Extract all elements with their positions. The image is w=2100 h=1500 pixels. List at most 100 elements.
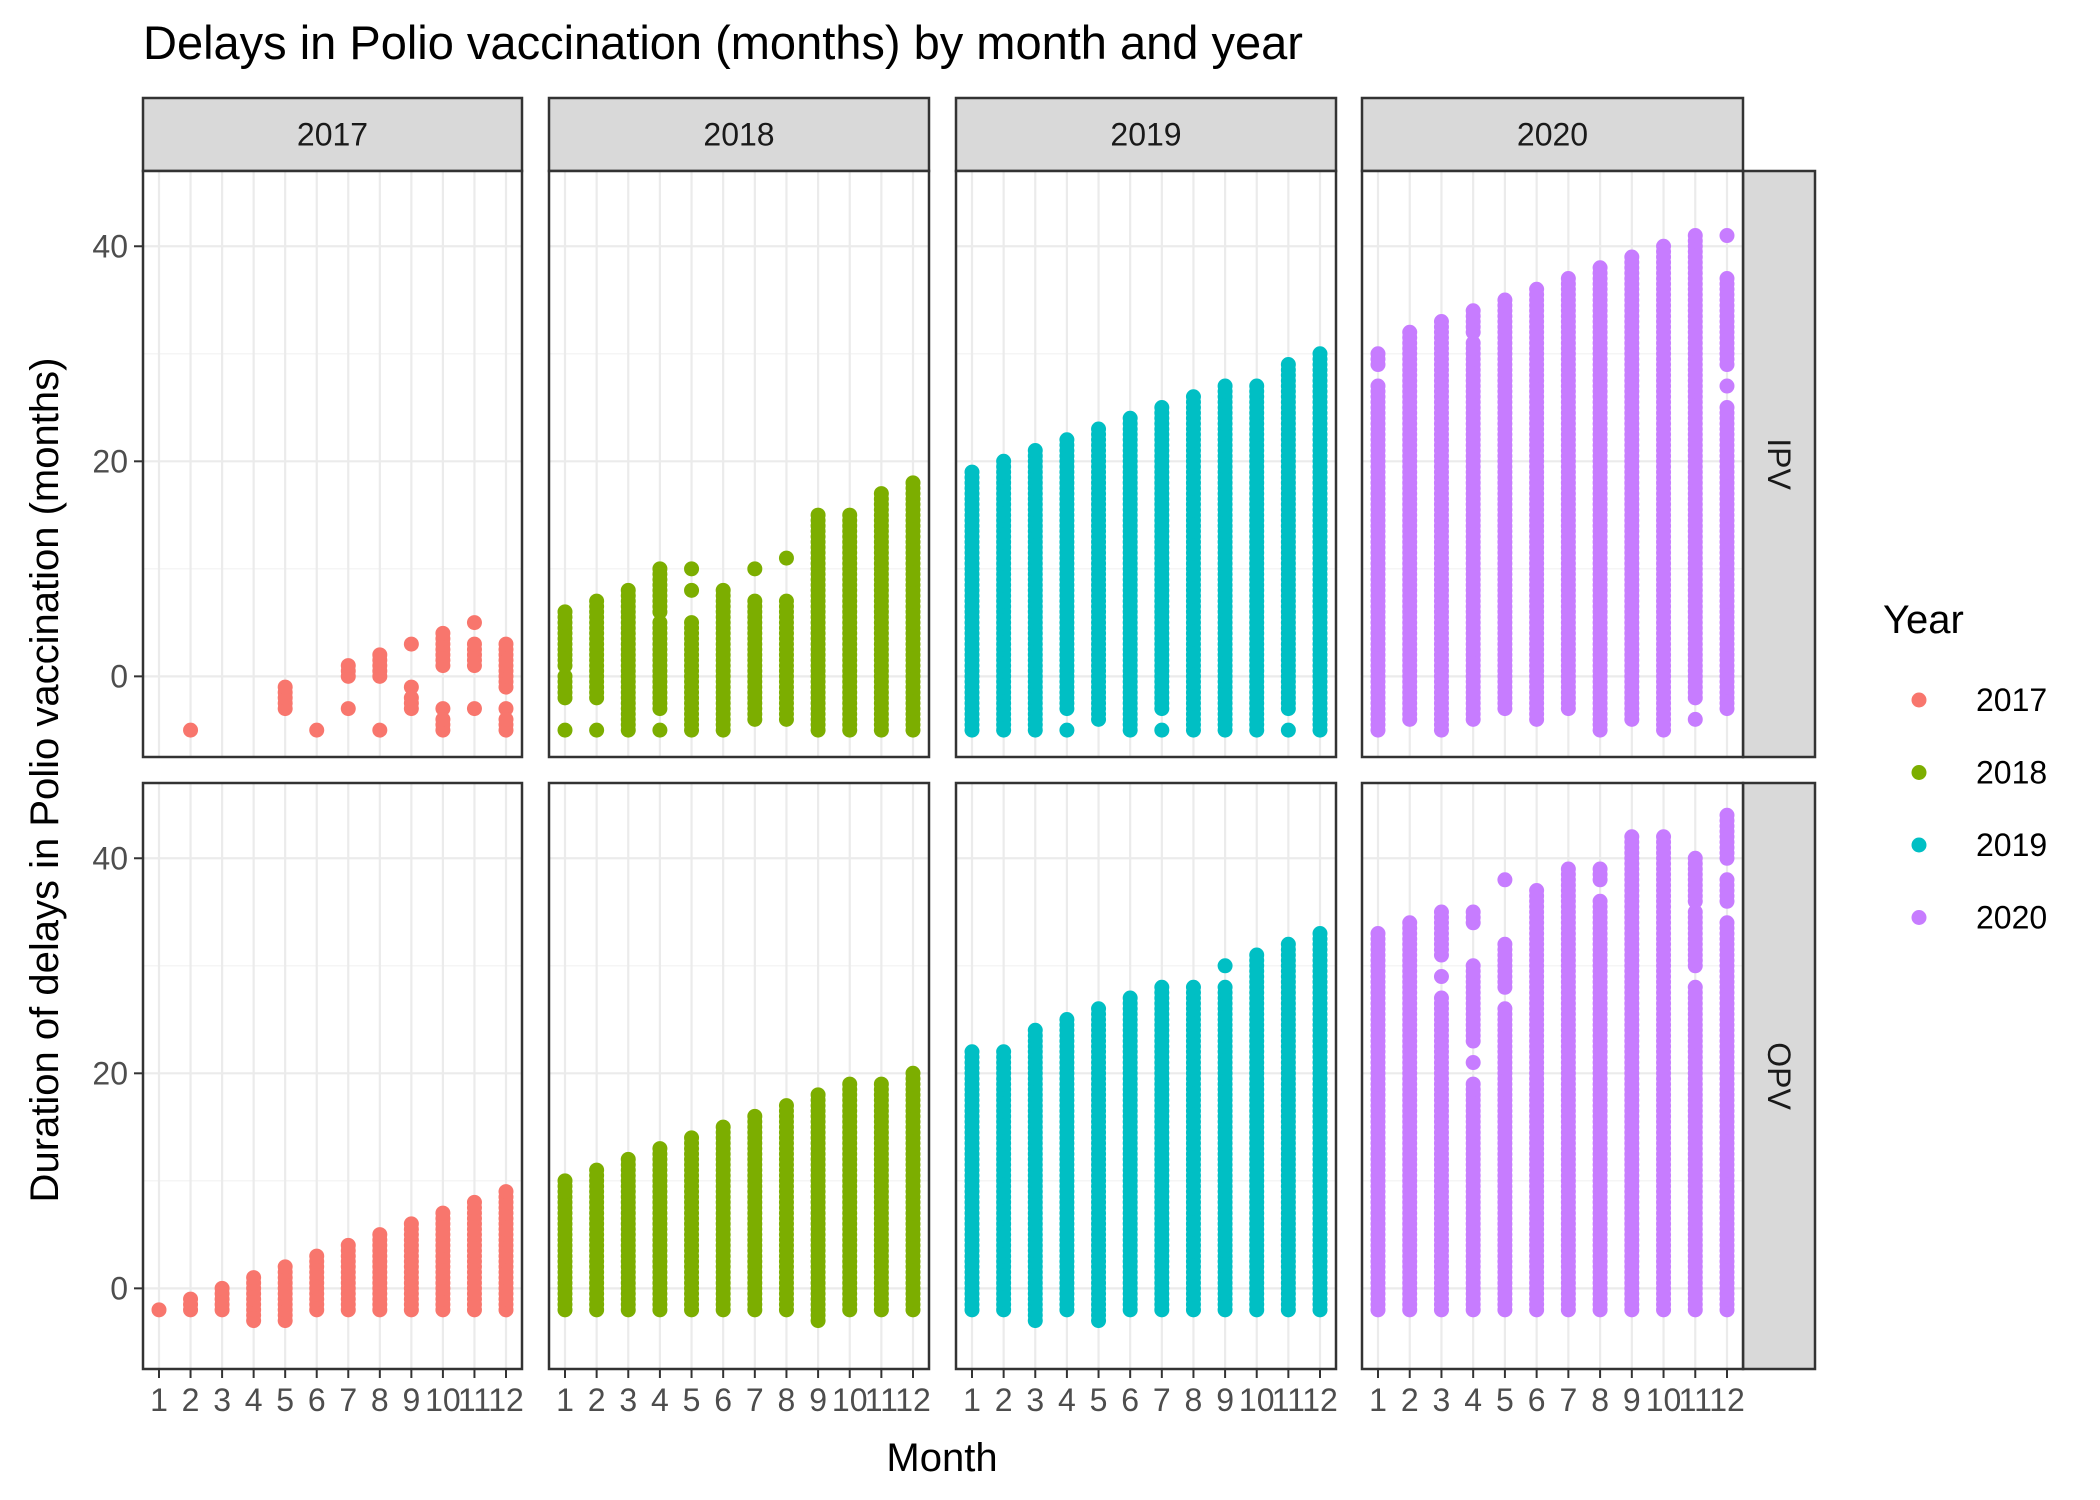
panel-background (143, 783, 522, 1369)
data-point (467, 637, 482, 652)
data-point (874, 486, 889, 501)
x-tick-label: 1 (556, 1382, 574, 1418)
data-point (1720, 915, 1735, 930)
data-point (1688, 851, 1703, 866)
data-point (1688, 228, 1703, 243)
x-tick-label: 9 (809, 1382, 827, 1418)
data-point (1154, 400, 1169, 415)
panel-background (1362, 783, 1743, 1369)
data-point (1123, 991, 1138, 1006)
data-point (467, 701, 482, 716)
x-tick-label: 3 (1433, 1382, 1451, 1418)
facet-strip-label-2017: 2017 (297, 117, 368, 153)
y-tick-label: 20 (92, 1055, 128, 1091)
data-point (1281, 723, 1296, 738)
legend-key-2020 (1912, 910, 1927, 925)
data-point (996, 1044, 1011, 1059)
y-tick-label: 40 (92, 228, 128, 264)
data-point (404, 690, 419, 705)
x-tick-label: 3 (213, 1382, 231, 1418)
data-point (1091, 1001, 1106, 1016)
data-point (183, 723, 198, 738)
legend-label-2020: 2020 (1976, 900, 2047, 936)
data-point (1249, 379, 1264, 394)
x-tick-label: 4 (245, 1382, 263, 1418)
legend-key-2018 (1912, 765, 1927, 780)
legend-key-2019 (1912, 838, 1927, 853)
data-point (278, 680, 293, 695)
x-tick-label: 7 (1559, 1382, 1577, 1418)
data-point (621, 1152, 636, 1167)
legend-label-2017: 2017 (1976, 682, 2047, 718)
data-point (1593, 894, 1608, 909)
data-point (1313, 346, 1328, 361)
data-point (1434, 969, 1449, 984)
data-point (558, 604, 573, 619)
x-tick-label: 10 (1646, 1382, 1682, 1418)
y-tick-label: 20 (92, 443, 128, 479)
x-tick-label: 8 (778, 1382, 796, 1418)
data-point (435, 712, 450, 727)
facet-strip-label-ipv: IPV (1761, 438, 1797, 490)
data-point (684, 615, 699, 630)
data-point (1249, 948, 1264, 963)
x-tick-label: 7 (1153, 1382, 1171, 1418)
x-axis-title: Month (886, 1436, 997, 1480)
data-point (1497, 1001, 1512, 1016)
data-point (1186, 980, 1201, 995)
data-point (1720, 379, 1735, 394)
data-point (1497, 937, 1512, 952)
data-point (1218, 980, 1233, 995)
data-point (1688, 712, 1703, 727)
x-tick-label: 8 (1185, 1382, 1203, 1418)
data-point (309, 1249, 324, 1264)
data-point (1028, 1023, 1043, 1038)
data-point (1059, 723, 1074, 738)
data-point (1720, 271, 1735, 286)
data-point (684, 1130, 699, 1145)
panel-background (956, 171, 1336, 757)
data-point (1497, 872, 1512, 887)
panel-background (143, 171, 522, 757)
data-point (467, 1195, 482, 1210)
data-point (906, 1066, 921, 1081)
data-point (372, 1227, 387, 1242)
data-point (684, 561, 699, 576)
x-tick-label: 7 (339, 1382, 357, 1418)
data-point (996, 454, 1011, 469)
data-point (779, 594, 794, 609)
data-point (309, 723, 324, 738)
x-tick-label: 2 (995, 1382, 1013, 1418)
data-point (589, 1163, 604, 1178)
data-point (906, 475, 921, 490)
data-point (435, 1206, 450, 1221)
data-point (1091, 422, 1106, 437)
data-point (1313, 926, 1328, 941)
panel-background (549, 171, 929, 757)
x-tick-label: 6 (1528, 1382, 1546, 1418)
chart-title: Delays in Polio vaccination (months) by … (143, 16, 1303, 69)
data-point (1624, 829, 1639, 844)
data-point (965, 1044, 980, 1059)
data-point (499, 1184, 514, 1199)
panel-background (956, 783, 1336, 1369)
data-point (1371, 346, 1386, 361)
data-point (372, 723, 387, 738)
x-tick-label: 2 (1401, 1382, 1419, 1418)
data-point (589, 594, 604, 609)
data-point (1529, 282, 1544, 297)
x-tick-label: 6 (308, 1382, 326, 1418)
data-point (589, 723, 604, 738)
x-tick-label: 3 (1026, 1382, 1044, 1418)
x-tick-label: 1 (150, 1382, 168, 1418)
data-point (1281, 357, 1296, 372)
data-point (842, 508, 857, 523)
data-point (779, 1098, 794, 1113)
data-point (811, 508, 826, 523)
data-point (278, 1259, 293, 1274)
data-point (1720, 872, 1735, 887)
legend-label-2018: 2018 (1976, 755, 2047, 791)
data-point (842, 1077, 857, 1092)
panel-background (1362, 171, 1743, 757)
